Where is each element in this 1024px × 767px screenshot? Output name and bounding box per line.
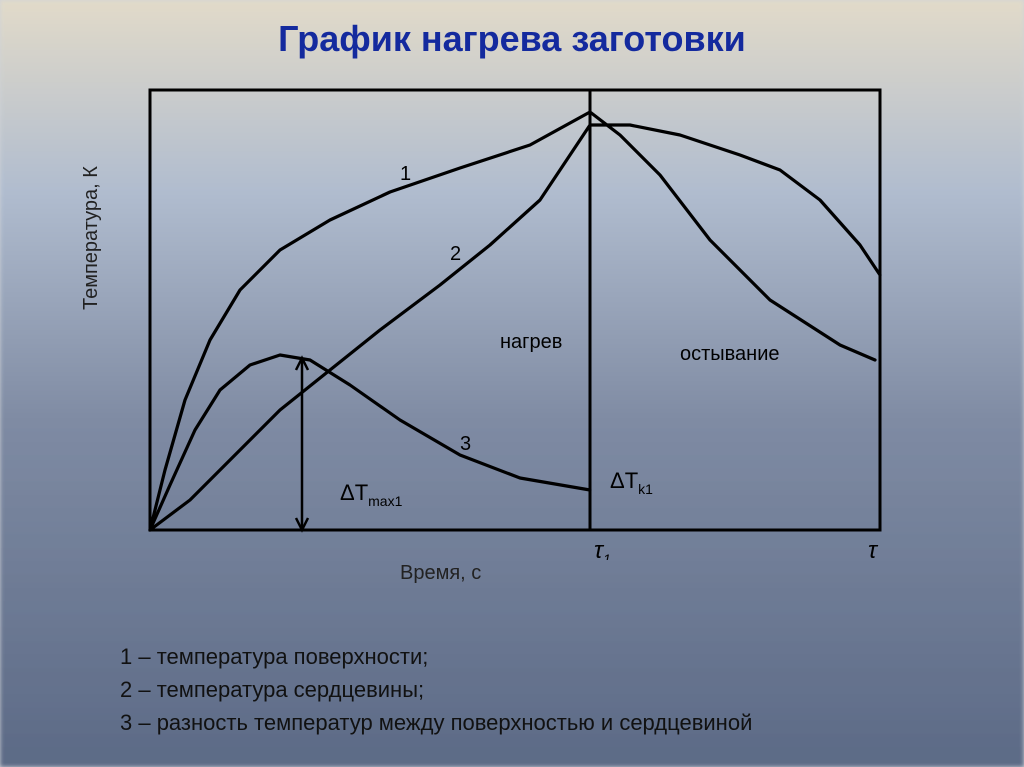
curve-label-1: 1 [400,163,411,185]
x-axis-label: Время, с [400,562,481,585]
legend-line-3: 3 – разность температур между поверхност… [120,706,752,739]
heating-chart: 1 2 3 нагрев остывание ΔTmax1 ΔTk1 τ1 τ [120,80,910,560]
region-cooling-label: остывание [680,343,780,365]
curve-label-2: 2 [450,243,461,265]
tau-label: τ [868,537,879,560]
dTmax-label: ΔTmax1 [340,480,403,509]
legend-line-2: 2 – температура сердцевины; [120,673,752,706]
legend-line-1: 1 – температура поверхности; [120,640,752,673]
plot-frame [150,90,880,530]
dTk-label: ΔTk1 [610,468,653,497]
tau1-label: τ1 [594,537,611,560]
curve-1 [150,112,875,530]
legend: 1 – температура поверхности; 2 – темпера… [120,640,752,739]
page-title: График нагрева заготовки [0,18,1024,60]
chart-container: 1 2 3 нагрев остывание ΔTmax1 ΔTk1 τ1 τ [120,80,910,560]
region-heating-label: нагрев [500,331,562,353]
y-axis-label: Температура, К [80,166,103,310]
curve-2 [150,125,880,530]
curve-label-3: 3 [460,433,471,455]
